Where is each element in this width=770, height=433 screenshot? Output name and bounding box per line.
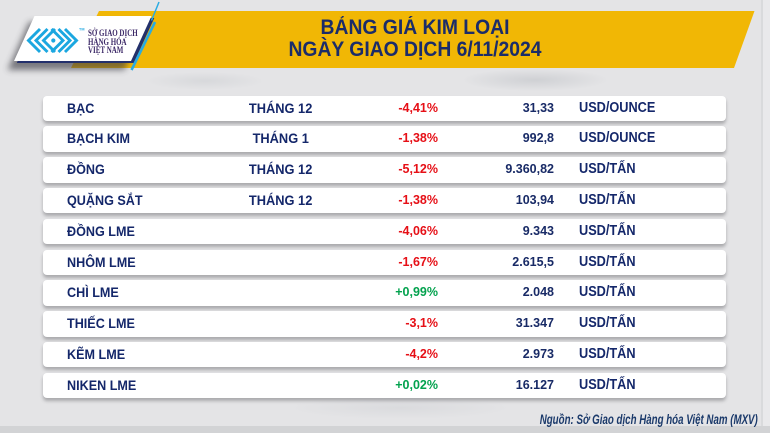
svg-text:TM: TM — [79, 28, 84, 32]
